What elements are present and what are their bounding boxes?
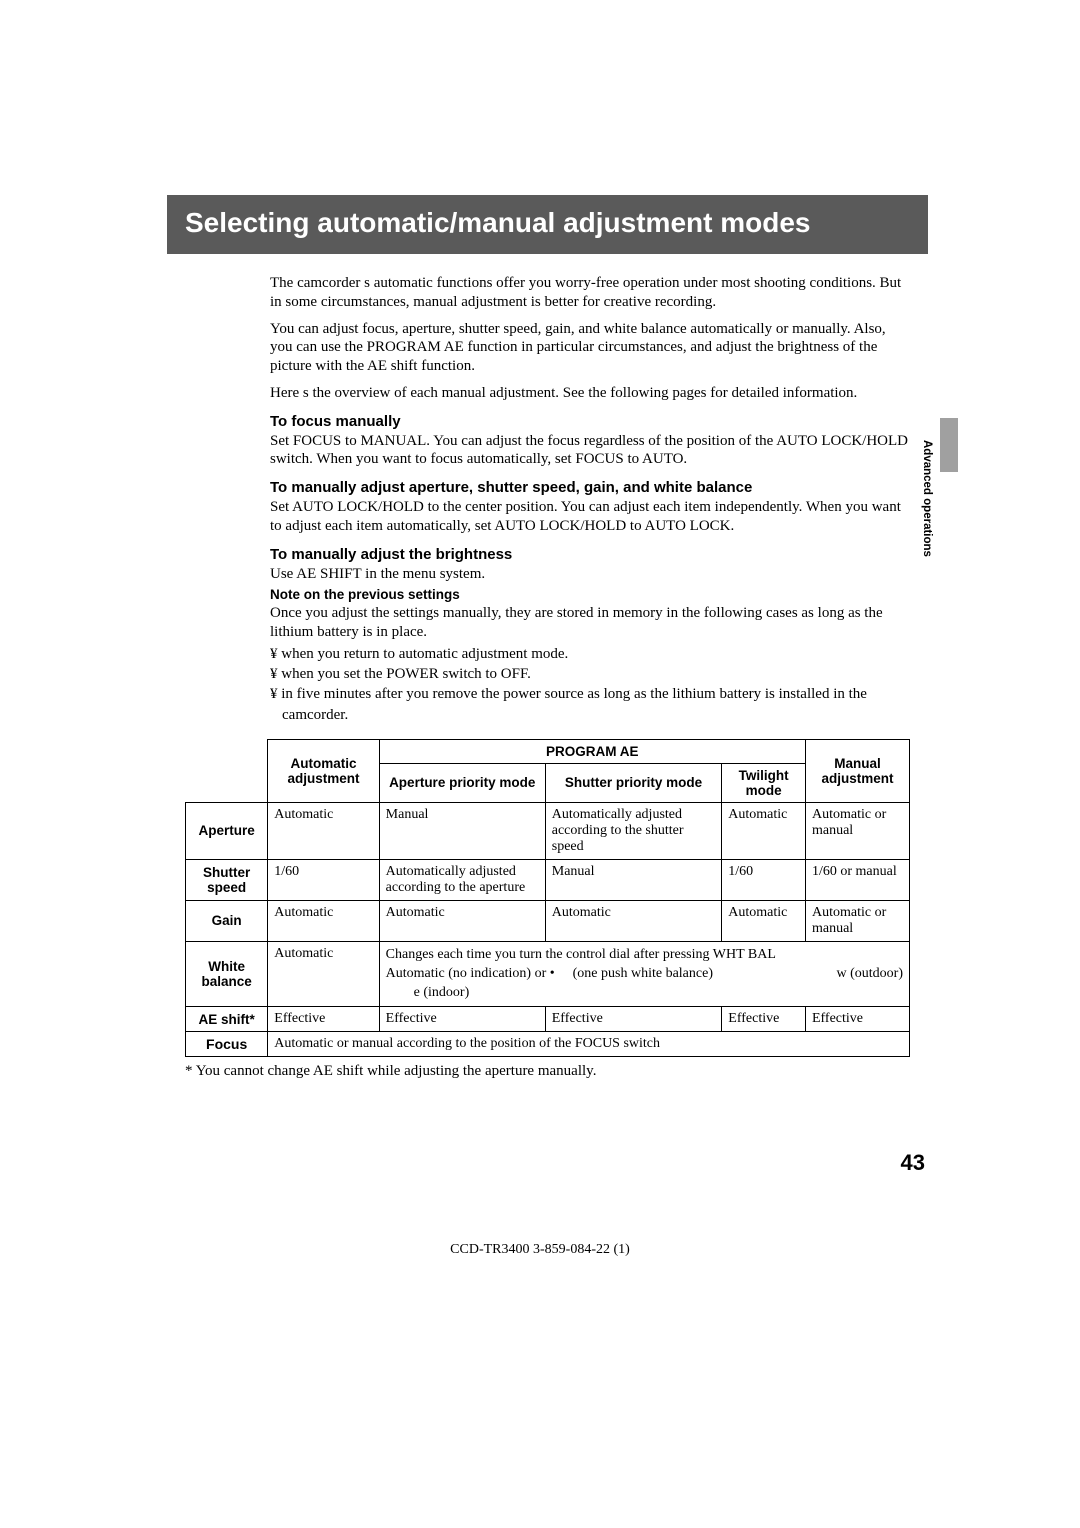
intro-para-3: Here s the overview of each manual adjus…: [270, 384, 910, 403]
row-gain: Gain Automatic Automatic Automatic Autom…: [186, 900, 910, 941]
row-aperture: Aperture Automatic Manual Automatically …: [186, 802, 910, 859]
cell: Automatic: [545, 900, 722, 941]
row-shutter: Shutter speed 1/60 Automatically adjuste…: [186, 859, 910, 900]
cell: Effective: [268, 1007, 379, 1032]
col-shutter-mode: Shutter priority mode: [545, 763, 722, 802]
row-ae-label: AE shift*: [186, 1007, 268, 1032]
note-bullet-2: ¥ when you set the POWER switch to OFF.: [270, 664, 910, 684]
cell: Manual: [545, 859, 722, 900]
modes-table: Automatic adjustment PROGRAM AE Manual a…: [185, 739, 910, 1058]
row-focus-label: Focus: [186, 1032, 268, 1057]
cell: Automatic: [379, 900, 545, 941]
page-number: 43: [901, 1150, 925, 1176]
section-manual-body: Set AUTO LOCK/HOLD to the center positio…: [270, 498, 910, 536]
row-gain-label: Gain: [186, 900, 268, 941]
wb-line2a: Automatic (no indication) or •: [386, 965, 555, 984]
section-focus-heading: To focus manually: [270, 413, 910, 430]
col-aperture-mode: Aperture priority mode: [379, 763, 545, 802]
wb-line2b: (one push white balance): [573, 965, 713, 984]
table-footnote: * You cannot change AE shift while adjus…: [185, 1063, 910, 1080]
cell: Automatic or manual: [805, 802, 909, 859]
cell: Effective: [805, 1007, 909, 1032]
intro-para-1: The camcorder s automatic functions offe…: [270, 274, 910, 312]
cell: Automatic: [722, 900, 806, 941]
row-white-balance: White balance Automatic Changes each tim…: [186, 941, 910, 1007]
cell: 1/60: [722, 859, 806, 900]
section-manual-heading: To manually adjust aperture, shutter spe…: [270, 479, 910, 496]
cell: 1/60 or manual: [805, 859, 909, 900]
modes-table-wrap: Automatic adjustment PROGRAM AE Manual a…: [185, 739, 910, 1081]
focus-span: Automatic or manual according to the pos…: [268, 1032, 910, 1057]
section-brightness-heading: To manually adjust the brightness: [270, 546, 910, 563]
cell: Automatic: [722, 802, 806, 859]
col-manual-adj: Manual adjustment: [805, 739, 909, 802]
cell: Effective: [722, 1007, 806, 1032]
cell: Automatically adjusted according to the …: [379, 859, 545, 900]
cell: Automatic: [268, 900, 379, 941]
col-auto-adj: Automatic adjustment: [268, 739, 379, 802]
wb-line3: e (indoor): [386, 984, 903, 1003]
note-bullet-3: ¥ in five minutes after you remove the p…: [270, 684, 910, 725]
page-title: Selecting automatic/manual adjustment mo…: [185, 205, 910, 240]
note-heading: Note on the previous settings: [270, 587, 910, 602]
note-bullet-1: ¥ when you return to automatic adjustmen…: [270, 644, 910, 664]
cell: Manual: [379, 802, 545, 859]
side-tab: [940, 418, 958, 472]
white-balance-span: Changes each time you turn the control d…: [379, 941, 909, 1007]
row-ae-shift: AE shift* Effective Effective Effective …: [186, 1007, 910, 1032]
side-section-label: Advanced operations: [921, 440, 933, 557]
note-body: Once you adjust the settings manually, t…: [270, 604, 910, 642]
row-aperture-label: Aperture: [186, 802, 268, 859]
col-program-ae: PROGRAM AE: [379, 739, 805, 763]
cell: Effective: [379, 1007, 545, 1032]
cell: Automatic or manual: [805, 900, 909, 941]
intro-para-2: You can adjust focus, aperture, shutter …: [270, 320, 910, 376]
row-focus: Focus Automatic or manual according to t…: [186, 1032, 910, 1057]
cell: Automatic: [268, 941, 379, 1007]
wb-line2c: w (outdoor): [837, 965, 904, 984]
cell: Automatically adjusted according to the …: [545, 802, 722, 859]
cell: Automatic: [268, 802, 379, 859]
section-brightness-body: Use AE SHIFT in the menu system.: [270, 565, 910, 584]
col-twilight: Twilight mode: [722, 763, 806, 802]
wb-line1: Changes each time you turn the control d…: [386, 946, 903, 965]
row-white-label: White balance: [186, 941, 268, 1007]
row-shutter-label: Shutter speed: [186, 859, 268, 900]
footer-model: CCD-TR3400 3-859-084-22 (1): [0, 1242, 1080, 1258]
cell: Effective: [545, 1007, 722, 1032]
page-title-bar: Selecting automatic/manual adjustment mo…: [167, 195, 928, 254]
section-focus-body: Set FOCUS to MANUAL. You can adjust the …: [270, 432, 910, 470]
cell: 1/60: [268, 859, 379, 900]
